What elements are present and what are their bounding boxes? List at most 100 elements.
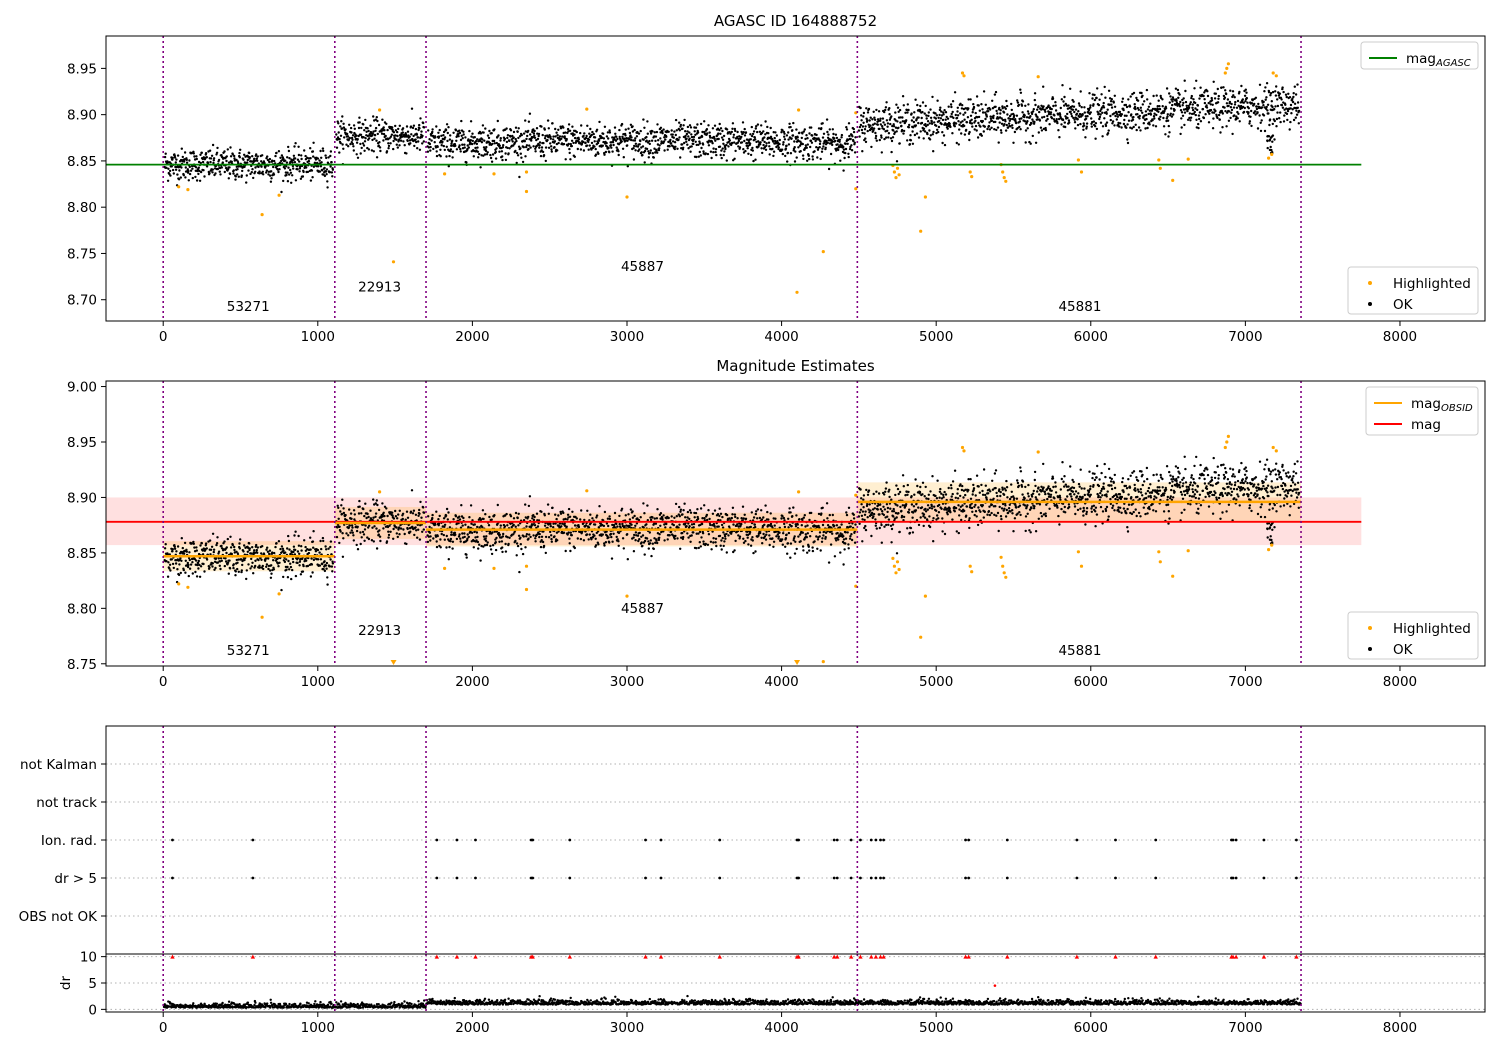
ok-point xyxy=(1209,108,1213,112)
ok-point xyxy=(827,133,830,136)
ok-point xyxy=(318,564,322,567)
ok-point xyxy=(976,136,980,139)
ok-point xyxy=(1153,117,1156,120)
ok-point xyxy=(518,175,521,179)
ok-point xyxy=(1057,129,1060,132)
ok-point xyxy=(720,136,724,139)
ok-point xyxy=(177,573,181,577)
ok-point xyxy=(539,154,543,158)
ok-point xyxy=(880,151,883,154)
ok-point xyxy=(434,136,437,139)
ok-point xyxy=(567,507,571,511)
ok-point xyxy=(532,132,536,135)
ok-point xyxy=(634,531,638,534)
ok-point xyxy=(607,536,610,539)
ok-point xyxy=(1278,92,1282,95)
ok-point xyxy=(499,524,502,527)
ok-point xyxy=(211,171,214,174)
ok-point xyxy=(666,148,669,151)
ok-point xyxy=(538,532,541,536)
ok-point xyxy=(898,108,902,112)
ok-point xyxy=(535,512,539,515)
ok-point xyxy=(724,147,727,151)
ok-point xyxy=(1089,111,1093,114)
ok-point xyxy=(503,137,507,141)
ok-point xyxy=(250,160,253,163)
ok-point xyxy=(338,541,341,545)
ok-point xyxy=(1085,122,1089,125)
ok-point xyxy=(1203,101,1207,105)
ok-point xyxy=(1113,105,1117,109)
ok-point xyxy=(248,156,251,159)
ok-point xyxy=(243,153,246,156)
ok-point xyxy=(1266,103,1270,107)
ok-point xyxy=(982,90,986,93)
ok-point xyxy=(597,139,601,142)
ok-point xyxy=(1132,125,1135,129)
highlighted-point xyxy=(892,170,897,174)
ok-point xyxy=(612,143,615,147)
ok-point xyxy=(1092,120,1096,123)
ok-point xyxy=(1089,104,1092,107)
ok-point xyxy=(1260,119,1263,122)
ok-point xyxy=(767,132,770,135)
ok-point xyxy=(307,159,311,163)
ok-point xyxy=(846,142,849,145)
ok-point xyxy=(915,132,919,135)
ok-point xyxy=(396,535,399,539)
ok-point xyxy=(612,532,615,535)
ok-point xyxy=(533,129,536,133)
ok-point xyxy=(215,542,219,545)
ok-point xyxy=(1121,100,1124,104)
ok-point xyxy=(376,503,379,507)
ok-point xyxy=(321,169,324,172)
ok-point xyxy=(188,567,192,570)
ok-point xyxy=(1126,123,1129,126)
ok-point xyxy=(359,152,362,155)
ok-point xyxy=(445,507,449,511)
ok-point xyxy=(248,547,251,550)
y-tick-label: 8.90 xyxy=(67,490,97,506)
ok-point xyxy=(1012,141,1015,144)
ok-point xyxy=(688,137,691,140)
ok-point xyxy=(936,99,939,102)
ok-point xyxy=(449,150,452,153)
ok-point xyxy=(422,506,425,509)
ok-point xyxy=(167,167,170,170)
highlighted-point xyxy=(1171,178,1175,182)
ok-point xyxy=(686,125,690,129)
ok-point xyxy=(1293,102,1297,106)
ok-point xyxy=(355,141,359,144)
ok-point xyxy=(643,161,646,164)
ok-point xyxy=(236,567,239,571)
ok-point xyxy=(301,570,305,573)
ok-point xyxy=(427,129,430,132)
ok-point xyxy=(913,111,916,114)
ok-point xyxy=(749,133,752,136)
ok-point xyxy=(228,172,232,176)
ok-point xyxy=(872,110,875,114)
ok-point xyxy=(620,122,624,126)
ok-point xyxy=(1262,100,1265,104)
ok-point xyxy=(256,159,259,162)
ok-point xyxy=(454,515,458,518)
ok-point xyxy=(806,143,809,146)
ok-point xyxy=(560,137,563,140)
ok-point xyxy=(205,558,209,561)
ok-point xyxy=(633,533,636,537)
ok-point xyxy=(1055,118,1058,121)
ok-point xyxy=(707,124,710,127)
ok-point xyxy=(643,512,646,515)
ok-point xyxy=(309,147,312,150)
ok-point xyxy=(695,155,698,159)
ok-point xyxy=(785,144,788,147)
ok-point xyxy=(562,126,565,129)
ok-point xyxy=(987,124,991,128)
ok-point xyxy=(509,515,513,518)
ok-point xyxy=(615,535,618,539)
ok-point xyxy=(443,523,447,526)
ok-point xyxy=(450,144,453,147)
ok-point xyxy=(719,153,722,157)
ok-point xyxy=(783,135,786,138)
ok-point xyxy=(587,138,591,141)
